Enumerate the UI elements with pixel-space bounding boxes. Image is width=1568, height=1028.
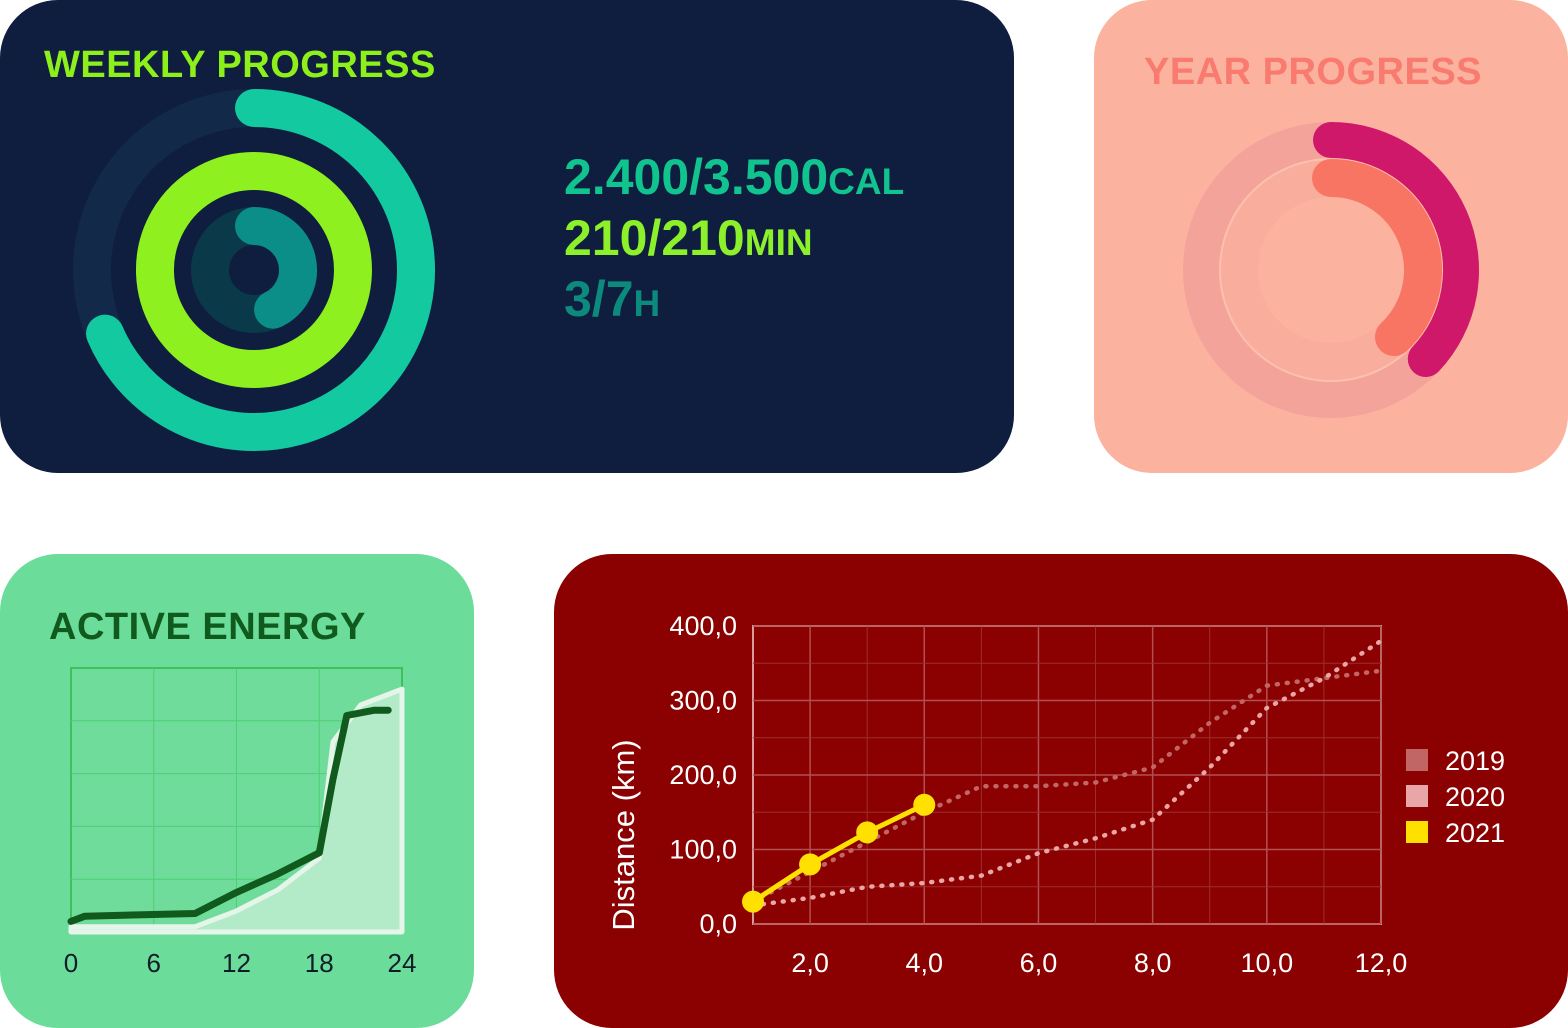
- energy-line-series: [67, 706, 392, 925]
- distance-series-2021: [751, 802, 926, 904]
- energy-x-tick-label: 12: [222, 948, 251, 978]
- weekly-progress-card: WEEKLY PROGRESS 2.400/3.500CAL 210/210MI…: [0, 0, 1014, 473]
- distance-chart-card: 2,0 4,0 6,0 8,0 10,0 12,0 0,0 100,0 200,0 300,0 40…: [554, 554, 1568, 1028]
- year-progress-title: YEAR PROGRESS: [1144, 51, 1483, 93]
- legend-swatch-2019: [1406, 749, 1428, 771]
- year-ring-inner: [1312, 159, 1442, 357]
- legend-label-2019: 2019: [1445, 746, 1505, 776]
- minutes-value: 210/210: [564, 210, 745, 266]
- active-energy-chart: 0 6 12 18 24: [64, 667, 417, 978]
- hours-value: 3/7: [564, 271, 634, 327]
- active-energy-card: ACTIVE ENERGY 0 6 12 18 24: [0, 554, 474, 1028]
- distance-y-tick-label: 0,0: [699, 909, 737, 939]
- calories-stat: 2.400/3.500CAL: [564, 148, 904, 206]
- legend-label-2021: 2021: [1445, 818, 1505, 848]
- distance-series-2019: [750, 668, 1384, 904]
- energy-x-tick-label: 6: [147, 948, 161, 978]
- distance-y-tick-label: 400,0: [669, 611, 737, 641]
- distance-y-tick-label: 300,0: [669, 686, 737, 716]
- legend-swatch-2021: [1406, 821, 1428, 843]
- calories-unit: CAL: [828, 161, 905, 202]
- distance-x-tick-label: 8,0: [1134, 948, 1172, 978]
- energy-area-series: [68, 686, 405, 935]
- ring-calories: [86, 89, 435, 451]
- year-progress-rings: [1183, 122, 1479, 418]
- energy-x-tick-label: 0: [64, 948, 78, 978]
- ring-minutes: [135, 152, 372, 388]
- energy-x-tick-label: 24: [388, 948, 417, 978]
- minutes-stat: 210/210MIN: [564, 209, 813, 267]
- year-progress-card: YEAR PROGRESS: [1094, 0, 1568, 473]
- active-energy-title: ACTIVE ENERGY: [49, 606, 366, 648]
- distance-y-axis-label: Distance (km): [606, 739, 641, 930]
- distance-chart: 2,0 4,0 6,0 8,0 10,0 12,0 0,0 100,0 200,0 300,0 40…: [606, 611, 1505, 978]
- distance-y-tick-label: 100,0: [669, 835, 737, 865]
- distance-x-tick-label: 12,0: [1355, 948, 1408, 978]
- legend-label-2020: 2020: [1445, 782, 1505, 812]
- distance-x-tick-label: 10,0: [1241, 948, 1294, 978]
- minutes-unit: MIN: [744, 222, 813, 263]
- distance-y-tick-label: 200,0: [669, 760, 737, 790]
- ring-hours: [235, 207, 317, 329]
- distance-point-2021: [799, 853, 822, 876]
- distance-series-2020: [750, 638, 1384, 908]
- distance-x-tick-label: 6,0: [1020, 948, 1058, 978]
- hours-unit: H: [633, 283, 661, 324]
- distance-point-2021: [742, 890, 764, 913]
- distance-x-tick-label: 4,0: [905, 948, 943, 978]
- distance-point-2021: [856, 821, 879, 844]
- legend-swatch-2020: [1406, 785, 1428, 807]
- calories-value: 2.400/3.500: [564, 149, 829, 205]
- distance-x-tick-label: 2,0: [791, 948, 829, 978]
- energy-x-tick-label: 18: [305, 948, 334, 978]
- year-ring-outer: [1313, 122, 1479, 377]
- hours-stat: 3/7H: [564, 270, 660, 328]
- weekly-activity-rings: [73, 89, 435, 451]
- weekly-progress-title: WEEKLY PROGRESS: [44, 44, 436, 86]
- distance-point-2021: [913, 793, 936, 816]
